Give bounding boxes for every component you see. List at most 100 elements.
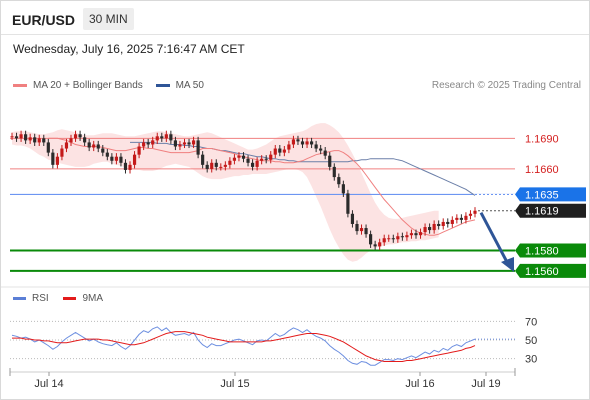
candle [250, 162, 255, 167]
candle [464, 215, 468, 220]
candle [378, 242, 382, 247]
candle [182, 142, 187, 145]
candle [24, 134, 28, 141]
candle [314, 144, 318, 149]
level-label-1.1690: 1.1690 [525, 133, 559, 145]
candle [241, 155, 246, 159]
chart-header: EUR/USD 30 MIN [1, 1, 589, 35]
copyright-text: Research © 2025 Trading Central [431, 80, 581, 91]
candle [405, 235, 409, 238]
candle [132, 154, 137, 165]
candle [246, 158, 250, 163]
candle [128, 164, 132, 170]
candle [423, 227, 427, 233]
candle [28, 137, 32, 141]
candle [346, 193, 350, 214]
price-legend: MA 20 + Bollinger Bands MA 50 [13, 80, 214, 91]
candle [151, 140, 155, 145]
level-label-1.1580: 1.1580 [525, 245, 559, 257]
candle [33, 137, 37, 143]
forecast-arrow-head [501, 257, 514, 272]
candle [114, 156, 118, 161]
candle [337, 177, 341, 185]
candle [305, 141, 309, 145]
legend-ma50-label: MA 50 [175, 80, 204, 91]
candle [237, 155, 241, 158]
candle [400, 236, 404, 238]
candle [191, 140, 196, 145]
candle [10, 136, 14, 138]
candle [441, 221, 445, 227]
candle [105, 152, 109, 157]
candle [428, 227, 432, 231]
candle [96, 144, 100, 149]
level-tag-1.1560 [515, 263, 586, 278]
level-tag-1.1619 [515, 203, 586, 218]
candle [173, 140, 178, 147]
candle [232, 157, 237, 161]
candle [55, 156, 59, 165]
candle [364, 228, 368, 235]
legend-ma20: MA 20 + Bollinger Bands [13, 80, 143, 91]
legend-ma50-swatch [155, 83, 170, 87]
candle [19, 134, 23, 139]
candle [60, 148, 64, 157]
candle [323, 150, 327, 156]
candle [382, 238, 386, 243]
rsi-tick-30: 30 [525, 354, 537, 366]
candle [187, 142, 191, 145]
x-tick-label: Jul 16 [405, 378, 434, 390]
candle [332, 166, 336, 178]
legend-ma50: MA 50 [155, 80, 204, 91]
candle [446, 221, 450, 224]
level-label-1.1660: 1.1660 [525, 164, 559, 176]
candle [92, 144, 96, 148]
candle [223, 164, 227, 167]
legend-ma9: 9MA [63, 293, 103, 304]
symbol-label: EUR/USD [12, 12, 76, 28]
candle [83, 137, 87, 143]
candle [291, 139, 296, 145]
candle [160, 136, 164, 139]
rsi-tick-50: 50 [525, 335, 537, 347]
level-label-1.1560: 1.1560 [525, 266, 559, 278]
timeframe-button[interactable]: 30 MIN [83, 8, 134, 30]
candle [300, 141, 305, 145]
candle [110, 156, 114, 161]
rsi-legend: RSI 9MA [13, 293, 115, 304]
candle [437, 223, 441, 227]
legend-ma20-label: MA 20 + Bollinger Bands [33, 80, 143, 91]
candle [418, 232, 423, 236]
level-tag-1.1635 [515, 187, 586, 202]
candle [391, 238, 395, 240]
candle [450, 219, 454, 224]
candle [273, 148, 277, 155]
candle [228, 160, 232, 165]
candle [387, 238, 391, 240]
candle [455, 217, 459, 220]
candle [341, 184, 345, 194]
candle [146, 142, 150, 145]
candle [210, 162, 214, 169]
x-tick-label: Jul 14 [34, 378, 63, 390]
candle [432, 223, 436, 231]
candle [46, 142, 50, 153]
candle [155, 136, 159, 141]
candle [137, 146, 141, 155]
legend-rsi: RSI [13, 293, 49, 304]
candle [359, 228, 364, 232]
candle [201, 154, 205, 165]
candle [37, 138, 41, 143]
candle [468, 213, 473, 216]
candle [164, 134, 168, 139]
candle [69, 138, 73, 143]
candle [51, 152, 55, 165]
candle [355, 223, 359, 232]
candle [278, 148, 282, 153]
legend-rsi-label: RSI [32, 293, 49, 304]
x-tick-label: Jul 15 [220, 378, 249, 390]
candle [73, 134, 78, 139]
level-label-1.1619: 1.1619 [525, 206, 559, 218]
candle [319, 148, 323, 151]
